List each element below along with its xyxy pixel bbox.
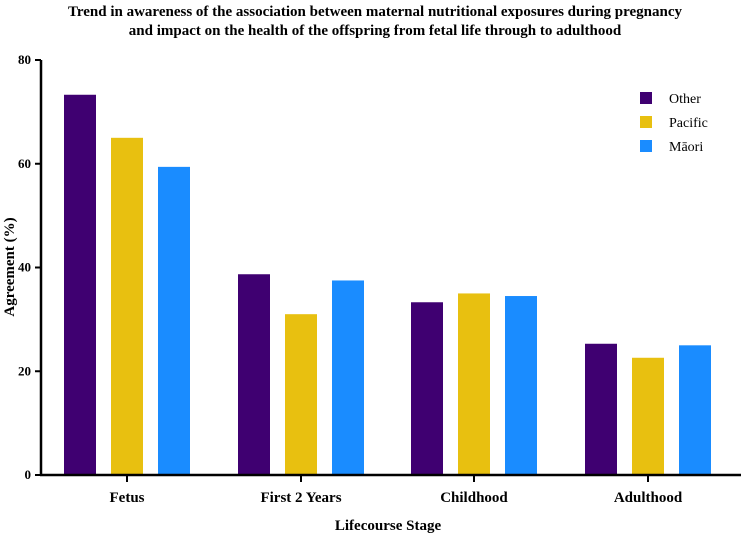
x-tick-group: Fetus First 2 Years Childhood Adulthood xyxy=(110,475,683,506)
y-tick-label: 60 xyxy=(18,156,31,171)
bar-other-adulthood xyxy=(585,343,617,475)
y-tick-label: 20 xyxy=(18,363,31,378)
bar-mori-childhood xyxy=(505,296,537,475)
y-tick-label: 0 xyxy=(25,467,32,482)
legend-swatch-0 xyxy=(640,92,652,104)
bar-mori-adulthood xyxy=(679,345,711,475)
x-axis-title: Lifecourse Stage xyxy=(335,518,442,534)
y-tick-label: 80 xyxy=(18,52,31,67)
legend-label-1: Pacific xyxy=(669,116,708,131)
bar-pacific-first-2-years xyxy=(285,314,317,475)
legend-swatch-1 xyxy=(640,116,652,128)
legend: Other Pacific Māori xyxy=(640,92,708,155)
x-tick-label: Childhood xyxy=(440,490,508,506)
x-tick-label: Fetus xyxy=(110,490,145,506)
legend-label-2: Māori xyxy=(669,140,703,155)
bar-mori-fetus xyxy=(158,166,190,476)
bar-other-fetus xyxy=(64,94,96,475)
bar-pacific-adulthood xyxy=(632,357,664,475)
y-tick-label: 40 xyxy=(18,260,31,275)
y-tick-group: 0 20 40 60 80 xyxy=(18,52,41,482)
bar-other-childhood xyxy=(411,302,443,475)
x-tick-label: First 2 Years xyxy=(260,490,341,506)
bar-pacific-childhood xyxy=(458,293,490,475)
chart-title-line-1: Trend in awareness of the association be… xyxy=(68,4,683,20)
legend-swatch-2 xyxy=(640,140,652,152)
bar-other-first-2-years xyxy=(238,274,270,475)
bar-group xyxy=(64,94,711,476)
y-axis-title: Agreement (%) xyxy=(2,217,18,316)
bar-mori-first-2-years xyxy=(332,280,364,475)
legend-label-0: Other xyxy=(669,92,701,107)
bar-pacific-fetus xyxy=(111,137,143,475)
x-tick-label: Adulthood xyxy=(614,490,683,506)
chart-title-line-2: and impact on the health of the offsprin… xyxy=(129,23,622,39)
